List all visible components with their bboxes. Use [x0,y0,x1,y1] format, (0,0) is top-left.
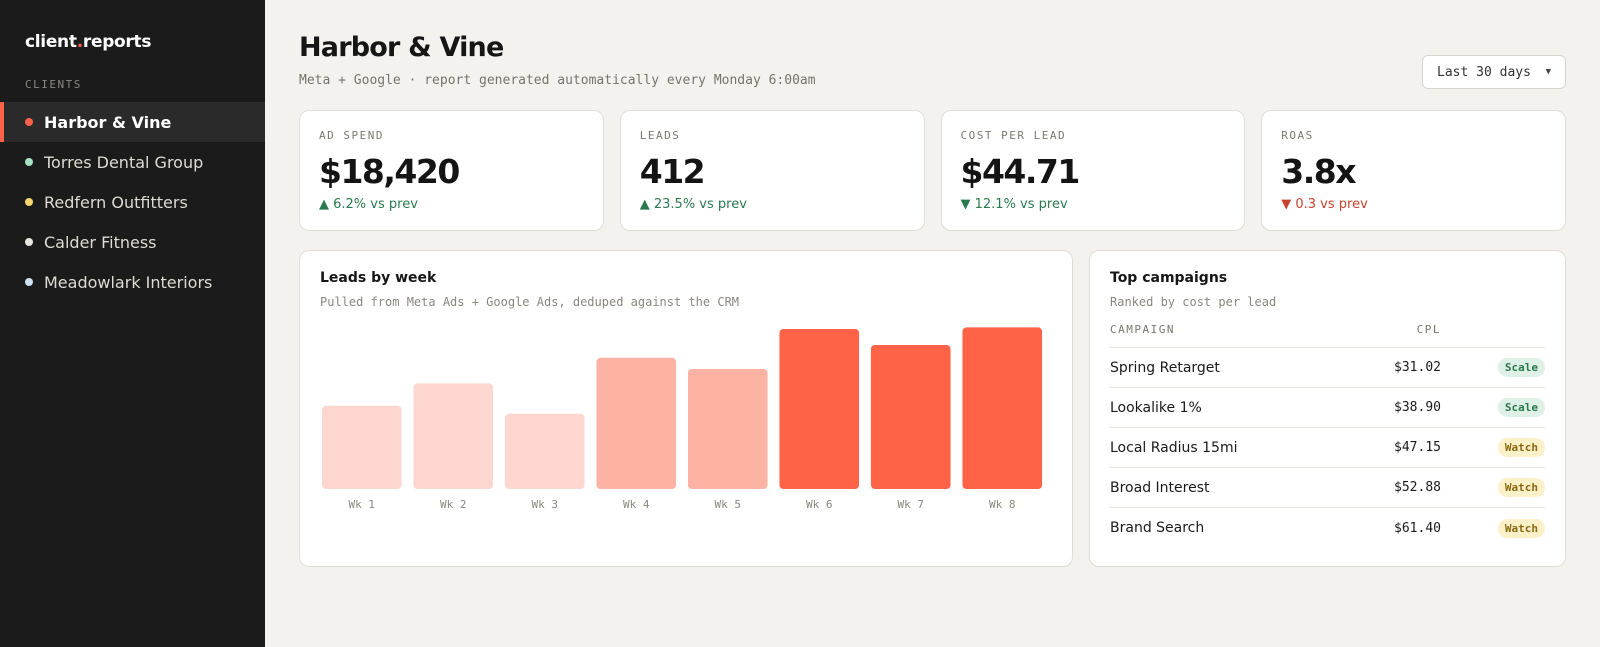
campaign-tag-cell: Scale [1441,398,1545,417]
date-range-label: Last 30 days [1437,64,1531,80]
chart-bar[interactable] [596,357,677,489]
panels-row: Leads by week Pulled from Meta Ads + Goo… [299,250,1566,567]
sidebar-item-client[interactable]: Meadowlark Interiors [0,262,265,302]
status-badge: Watch [1497,518,1545,538]
brand-dot: . [76,32,83,52]
status-dot-icon [25,158,33,166]
kpi-delta: ▲ 23.5% vs prev [639,197,747,212]
kpi-value: 412 [639,152,706,191]
campaign-name: Broad Interest [1110,479,1210,496]
chart-bar[interactable] [321,405,402,489]
campaign-tag-cell: Watch [1441,518,1545,538]
campaigns-subtitle: Ranked by cost per lead [1110,295,1277,309]
x-tick-label: Wk 7 [898,498,925,511]
campaign-tag-cell: Watch [1441,438,1545,457]
table-row[interactable]: Brand Search $61.40 Watch [1110,508,1545,548]
campaign-name: Brand Search [1110,520,1205,536]
chart-bar[interactable] [413,383,494,489]
main-content: Harbor & Vine Meta + Google · report gen… [265,0,1600,647]
kpi-label: LEADS [639,129,681,142]
sidebar-item-client[interactable]: Torres Dental Group [0,142,265,182]
x-tick-label: Wk 4 [623,498,650,511]
sidebar-item-client[interactable]: Harbor & Vine [0,102,265,142]
brand-prefix: client [25,32,77,52]
table-row[interactable]: Spring Retarget $31.02 Scale [1110,348,1545,388]
campaign-tag-cell: Watch [1441,478,1545,497]
kpi-delta: ▼ 12.1% vs prev [960,197,1068,212]
sidebar-item-label: Meadowlark Interiors [44,272,213,292]
x-tick-label: Wk 6 [806,498,833,511]
sidebar-item-label: Torres Dental Group [44,152,204,172]
sidebar: client.reports CLIENTS Harbor & Vine Torr… [0,0,265,647]
chart-bar[interactable] [687,369,768,489]
chart-title: Leads by week [320,270,437,286]
chart-bar[interactable] [962,327,1043,489]
campaign-name: Local Radius 15mi [1110,439,1238,456]
top-campaigns-panel: Top campaigns Ranked by cost per lead CA… [1089,250,1566,567]
campaign-cpl: $47.15 [1394,440,1441,455]
campaign-cpl: $31.02 [1394,360,1441,375]
kpi-label: AD SPEND [319,129,384,142]
kpi-card-roas: ROAS 3.8x ▼ 0.3 vs prev [1261,110,1566,231]
campaigns-title: Top campaigns [1110,270,1228,286]
leads-bar-chart: Wk 1 Wk 2 Wk 3 Wk 4 Wk 5 Wk 6 Wk 7 Wk 8 [321,327,1043,511]
campaign-cpl: $52.88 [1394,480,1441,495]
status-badge: Scale [1497,358,1545,377]
x-tick-label: Wk 5 [715,498,742,511]
sidebar-item-label: Harbor & Vine [44,112,172,132]
brand-logo[interactable]: client.reports [0,32,265,52]
kpi-value: $44.71 [960,152,1081,191]
campaign-cpl: $38.90 [1394,400,1441,415]
page-subtitle: Meta + Google · report generated automat… [299,73,816,88]
status-badge: Watch [1497,438,1545,457]
x-tick-label: Wk 2 [440,498,467,511]
campaigns-table-header: CAMPAIGN CPL [1110,323,1545,348]
kpi-row: AD SPEND $18,420 ▲ 6.2% vs prev LEADS 41… [299,110,1566,231]
sidebar-item-client[interactable]: Redfern Outfitters [0,182,265,222]
leads-chart-panel: Leads by week Pulled from Meta Ads + Goo… [299,250,1073,567]
clients-section-label: CLIENTS [25,78,82,91]
sidebar-item-client[interactable]: Calder Fitness [0,222,265,262]
column-header-cpl: CPL [1416,323,1441,336]
table-row[interactable]: Local Radius 15mi $47.15 Watch [1110,428,1545,468]
kpi-value: 3.8x [1281,152,1356,191]
status-badge: Scale [1497,398,1545,417]
kpi-delta: ▲ 6.2% vs prev [319,197,418,212]
status-dot-icon [25,238,33,246]
table-row[interactable]: Broad Interest $52.88 Watch [1110,468,1545,508]
status-dot-icon [25,278,33,286]
date-range-select[interactable]: Last 30 days ▼ [1422,55,1566,89]
chart-bar[interactable] [779,329,860,489]
campaigns-table-body: Spring Retarget $31.02 Scale Lookalike 1% $3… [1110,348,1545,548]
chevron-down-icon: ▼ [1545,67,1551,77]
column-header-campaign: CAMPAIGN [1110,323,1175,336]
x-tick-label: Wk 8 [989,498,1016,511]
chart-bar[interactable] [870,345,951,489]
campaign-cpl: $61.40 [1394,520,1441,536]
kpi-card-ad-spend: AD SPEND $18,420 ▲ 6.2% vs prev [299,110,604,231]
status-dot-icon [25,198,33,206]
brand-suffix: reports [82,32,152,52]
kpi-delta: ▼ 0.3 vs prev [1281,197,1368,212]
kpi-card-cost-per-lead: COST PER LEAD $44.71 ▼ 12.1% vs prev [940,110,1246,231]
campaign-tag-cell: Scale [1441,358,1545,377]
chart-bar[interactable] [504,413,585,489]
campaign-name: Spring Retarget [1110,359,1220,376]
kpi-label: COST PER LEAD [960,129,1067,142]
sidebar-item-label: Redfern Outfitters [44,192,188,212]
kpi-value: $18,420 [319,152,460,191]
x-tick-label: Wk 1 [349,498,376,511]
campaign-name: Lookalike 1% [1110,399,1202,416]
kpi-card-leads: LEADS 412 ▲ 23.5% vs prev [619,110,925,231]
client-list: Harbor & Vine Torres Dental Group Redfern … [0,102,265,302]
kpi-label: ROAS [1281,129,1314,142]
sidebar-item-label: Calder Fitness [44,232,157,252]
chart-subtitle: Pulled from Meta Ads + Google Ads, dedup… [320,295,740,309]
x-tick-label: Wk 3 [532,498,559,511]
page-title: Harbor & Vine [299,32,504,63]
status-badge: Watch [1497,478,1545,497]
status-dot-icon [25,118,33,126]
table-row[interactable]: Lookalike 1% $38.90 Scale [1110,388,1545,428]
